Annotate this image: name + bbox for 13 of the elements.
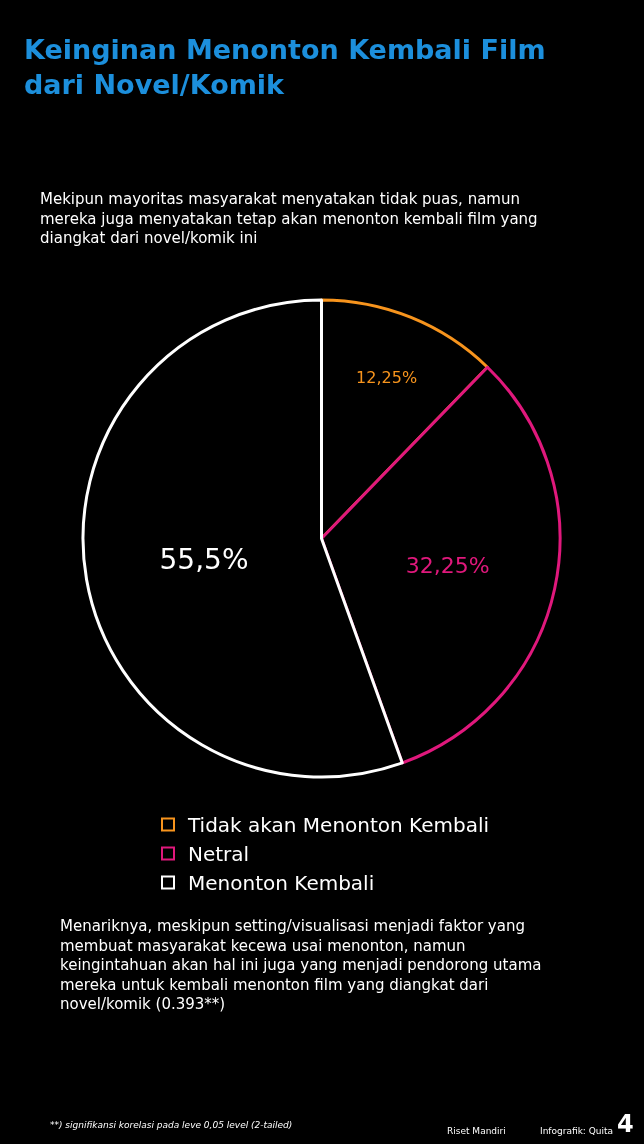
legend-label: Tidak akan Menonton Kembali	[187, 813, 490, 838]
chart-subtitle: Mekipun mayoritas masyarakat menyatakan tidak puas, namun mereka juga menyatakan tetap akan menonton kembali film yang diangkat dari novel/komik ini	[40, 190, 538, 247]
text: Infografik: Quita	[540, 1126, 614, 1136]
text: Menariknya, meskipun setting/visualisasi menjadi faktor yang membuat masyarakat kecewa usai menonton, namun keingintahuan akan hal ini juga yang menjadi pendorong utama mereka untuk kembali menonton film yang diangkat dari novel/komik (0.393**)	[60, 917, 542, 1013]
text: **) signifikansi korelasi pada leve 0,05 level (2-tailed)	[50, 1120, 293, 1130]
data-label: 12,25%	[356, 368, 418, 388]
text: 4	[617, 1110, 634, 1138]
data-label: 32,25%	[405, 553, 490, 579]
data-label: 55,5%	[159, 542, 249, 576]
text: Riset Mandiri	[447, 1126, 506, 1136]
chart-title: Keinginan Menonton Kembali Film dari Novel/Komik	[24, 34, 546, 101]
legend-label: Netral	[188, 842, 250, 867]
legend-label: Menonton Kembali	[188, 871, 375, 896]
